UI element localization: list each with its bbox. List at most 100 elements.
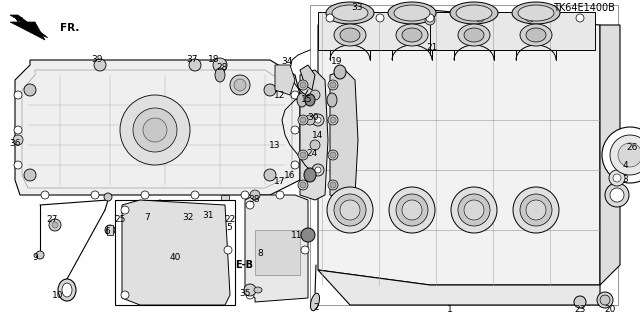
Polygon shape <box>245 195 308 302</box>
Ellipse shape <box>388 2 436 24</box>
Circle shape <box>330 152 336 158</box>
Circle shape <box>330 82 336 88</box>
Circle shape <box>230 75 250 95</box>
Circle shape <box>618 143 640 167</box>
Circle shape <box>246 291 254 299</box>
Text: 16: 16 <box>284 170 296 180</box>
Ellipse shape <box>36 251 44 259</box>
Circle shape <box>276 191 284 199</box>
Circle shape <box>300 182 306 188</box>
Text: 15: 15 <box>301 95 313 105</box>
Text: 27: 27 <box>46 216 58 225</box>
Text: 12: 12 <box>275 92 285 100</box>
Circle shape <box>105 225 115 235</box>
Text: 5: 5 <box>226 224 232 233</box>
Ellipse shape <box>402 28 422 42</box>
Circle shape <box>224 246 232 254</box>
Ellipse shape <box>310 293 319 311</box>
Circle shape <box>610 135 640 175</box>
Polygon shape <box>318 10 600 285</box>
Text: FR.: FR. <box>60 23 79 33</box>
Circle shape <box>189 59 201 71</box>
Ellipse shape <box>297 93 307 107</box>
Circle shape <box>330 117 336 123</box>
Circle shape <box>476 14 484 22</box>
Text: 11: 11 <box>291 232 303 241</box>
Circle shape <box>143 118 167 142</box>
Text: 4: 4 <box>622 160 628 169</box>
Polygon shape <box>15 60 300 195</box>
Circle shape <box>605 183 629 207</box>
Ellipse shape <box>526 200 546 220</box>
Ellipse shape <box>389 187 435 233</box>
Text: 20: 20 <box>604 305 616 314</box>
Ellipse shape <box>597 292 613 308</box>
Circle shape <box>310 140 320 150</box>
Text: 26: 26 <box>627 144 637 152</box>
Ellipse shape <box>458 194 490 226</box>
Text: 1: 1 <box>447 306 453 315</box>
Polygon shape <box>600 25 620 285</box>
Circle shape <box>425 15 435 25</box>
Circle shape <box>312 164 324 176</box>
Text: 21: 21 <box>426 43 438 53</box>
Circle shape <box>91 191 99 199</box>
Ellipse shape <box>464 200 484 220</box>
Circle shape <box>328 80 338 90</box>
Ellipse shape <box>396 24 428 46</box>
Text: 7: 7 <box>144 213 150 222</box>
Text: 35: 35 <box>239 290 251 299</box>
Text: 18: 18 <box>208 56 220 64</box>
Circle shape <box>376 14 384 22</box>
Circle shape <box>300 152 306 158</box>
Text: 33: 33 <box>351 4 363 12</box>
Circle shape <box>300 117 306 123</box>
Text: 34: 34 <box>282 57 292 66</box>
Bar <box>115 200 235 305</box>
Ellipse shape <box>458 24 490 46</box>
Ellipse shape <box>332 5 368 21</box>
Circle shape <box>246 201 254 209</box>
Circle shape <box>328 180 338 190</box>
Text: E-B: E-B <box>235 260 253 270</box>
Ellipse shape <box>334 65 346 79</box>
Circle shape <box>350 7 360 17</box>
Ellipse shape <box>450 2 498 24</box>
Circle shape <box>52 222 58 228</box>
Text: 10: 10 <box>52 292 64 300</box>
Text: TK64E1400B: TK64E1400B <box>553 3 615 13</box>
Circle shape <box>234 79 246 91</box>
Bar <box>221 195 229 230</box>
Ellipse shape <box>104 193 112 201</box>
Ellipse shape <box>305 94 315 106</box>
Ellipse shape <box>402 200 422 220</box>
Bar <box>118 222 126 227</box>
Ellipse shape <box>574 296 586 308</box>
Circle shape <box>244 284 256 296</box>
Polygon shape <box>330 70 358 200</box>
Circle shape <box>14 126 22 134</box>
Text: 8: 8 <box>257 249 263 257</box>
Circle shape <box>602 127 640 183</box>
Ellipse shape <box>304 168 316 182</box>
Circle shape <box>326 14 334 22</box>
Ellipse shape <box>513 187 559 233</box>
Text: 3: 3 <box>622 175 628 184</box>
Text: 24: 24 <box>307 149 317 158</box>
Text: 37: 37 <box>186 56 198 64</box>
Circle shape <box>298 115 308 125</box>
Polygon shape <box>10 15 48 38</box>
Circle shape <box>121 291 129 299</box>
Circle shape <box>241 191 249 199</box>
Text: 22: 22 <box>225 216 236 225</box>
Circle shape <box>526 14 534 22</box>
Circle shape <box>610 188 624 202</box>
Ellipse shape <box>512 2 560 24</box>
Circle shape <box>291 161 299 169</box>
Circle shape <box>291 126 299 134</box>
Bar <box>255 230 300 275</box>
Circle shape <box>133 108 177 152</box>
Text: 28: 28 <box>216 63 228 72</box>
Circle shape <box>14 161 22 169</box>
Text: 19: 19 <box>332 57 343 66</box>
